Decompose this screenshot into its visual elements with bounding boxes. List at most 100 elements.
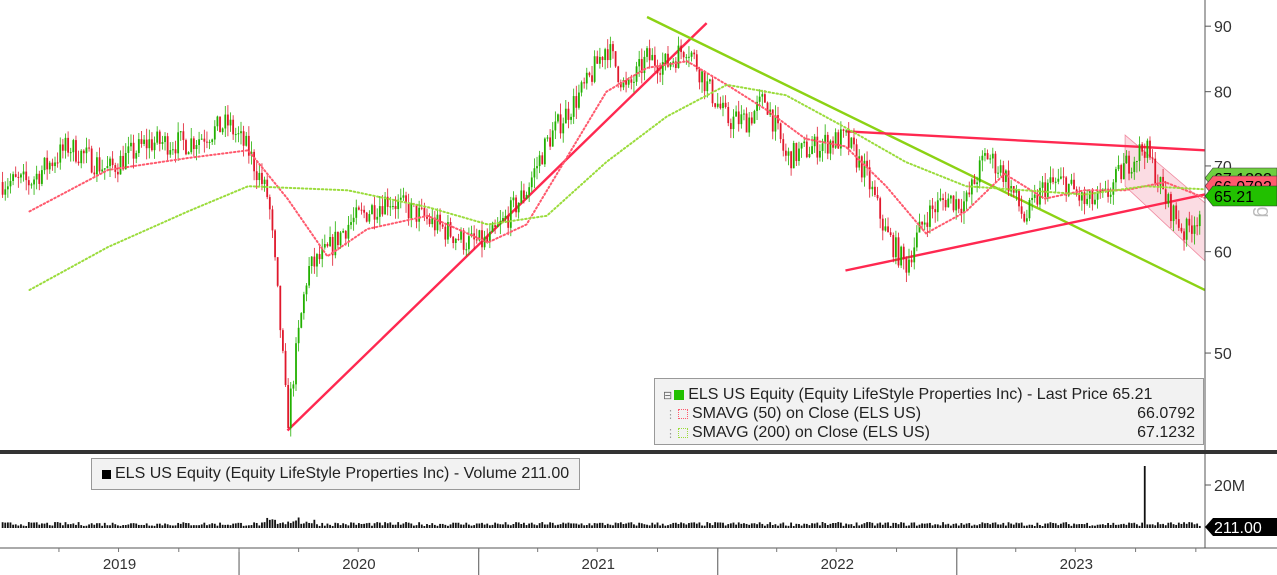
volume-bar [284,524,287,528]
volume-bar [289,523,292,528]
volume-bar [323,525,326,528]
candle-body [784,150,787,156]
volume-bar [161,525,164,528]
candle-body [457,238,460,240]
volume-bar [164,523,166,528]
candle-body [85,147,88,154]
volume-bar [1167,522,1170,528]
candle-body [934,209,937,213]
volume-bar [819,525,821,528]
candle-body [963,201,965,214]
volume-bar [913,522,916,528]
volume-bar [355,524,358,528]
volume-bar [423,525,426,528]
volume-bar [1073,523,1075,528]
candle-body [381,206,384,215]
candle-body [132,142,135,159]
candle-body [695,54,698,70]
volume-bar [56,522,59,528]
candle-body [842,129,845,131]
volume-bar [963,524,965,528]
volume-bar [90,523,93,528]
volume-bar [478,523,481,528]
candle-body [428,218,431,225]
volume-bar [331,525,334,528]
volume-bar [318,525,321,528]
candle-body [221,128,224,133]
candle-body [939,198,942,201]
volume-bar [517,522,520,528]
candle-body [1180,227,1183,232]
volume-bar [989,524,992,528]
volume-bar [145,523,148,528]
volume-bar [1025,525,1028,528]
volume-bar [1191,522,1193,528]
candle-body [978,160,981,183]
candle-body [929,205,931,227]
volume-bar [504,522,507,528]
y-tick-label: 50 [1214,346,1232,363]
volume-bar [363,523,366,528]
volume-bar [271,519,274,528]
volume-bar [25,525,28,528]
candle-body [402,195,405,198]
candle-body [803,141,806,144]
volume-bar [921,523,923,528]
candle-body [127,146,130,153]
y-tick-label: 60 [1214,245,1232,262]
volume-bar [1125,524,1128,528]
candle-body [638,59,641,67]
volume-bar [567,522,570,528]
volume-bar [502,524,504,528]
volume-bar [609,524,612,528]
candle-body [1067,183,1070,196]
volume-bar [1057,525,1060,528]
candle-body [926,222,929,227]
candle-body [266,179,269,198]
volume-bar [1104,525,1107,528]
volume-bar [997,524,999,528]
candle-body [800,143,803,149]
candle-body [693,52,696,55]
candle-body [627,79,630,85]
candle-body [111,158,114,166]
volume-bar [1002,522,1005,528]
volume-bar [580,523,583,528]
volume-bar [1151,524,1154,528]
volume-bar [575,523,578,528]
candle-body [4,189,7,195]
candle-body [436,214,439,231]
candle-body [478,230,481,241]
candle-body [1135,160,1138,162]
volume-bar [334,522,337,528]
volume-bar [253,522,255,528]
volume-bar [263,522,266,528]
collapse-icon[interactable]: ⊟ [663,390,673,402]
volume-bar [20,524,22,528]
volume-last-value-tag [1205,518,1277,536]
candle-body [1070,179,1073,184]
volume-bar [96,523,98,528]
volume-bar [876,523,879,528]
volume-bar [965,523,968,528]
volume-bar [766,524,769,528]
volume-bar [221,524,224,528]
volume-bar [33,522,35,528]
volume-bar [942,522,944,528]
candle-body [1031,197,1034,201]
candle-body [863,160,866,178]
candle-body [460,230,462,240]
candle-body [426,216,428,219]
candle-body [758,96,761,102]
volume-bar [410,523,413,528]
candle-body [1191,225,1193,234]
volume-bar [441,523,444,528]
candle-body [240,131,242,134]
candle-body [279,285,282,331]
volume-bar [774,524,777,528]
candle-body [779,123,782,140]
volume-bar [258,525,261,528]
candle-body [198,139,200,146]
candle-body [211,139,214,142]
